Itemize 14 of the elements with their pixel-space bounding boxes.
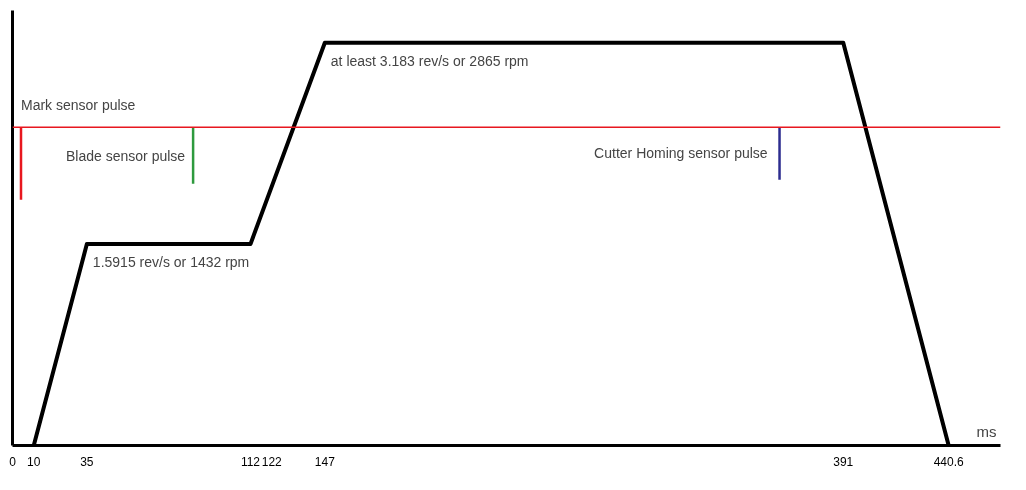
x-tick-label: 35 (80, 454, 94, 469)
series-label: Blade sensor pulse (66, 147, 186, 164)
x-tick-label: 147 (314, 454, 336, 469)
annotation: at least 3.183 rev/s or 2865 rpm (330, 52, 529, 69)
x-tick-label: 122 (261, 454, 283, 469)
x-axis-title: ms (976, 422, 997, 440)
x-tick-label: 10 (27, 454, 41, 469)
series-label: Mark sensor pulse (21, 97, 136, 114)
x-tick-label: 391 (833, 454, 854, 469)
x-tick-label: 0 (9, 454, 17, 469)
annotation: 1.5915 rev/s or 1432 rpm (92, 254, 250, 271)
x-tick-label: 112 (240, 454, 261, 469)
series-label: Cutter Homing sensor pulse (594, 145, 768, 162)
x-tick-label: 440.6 (933, 454, 964, 469)
